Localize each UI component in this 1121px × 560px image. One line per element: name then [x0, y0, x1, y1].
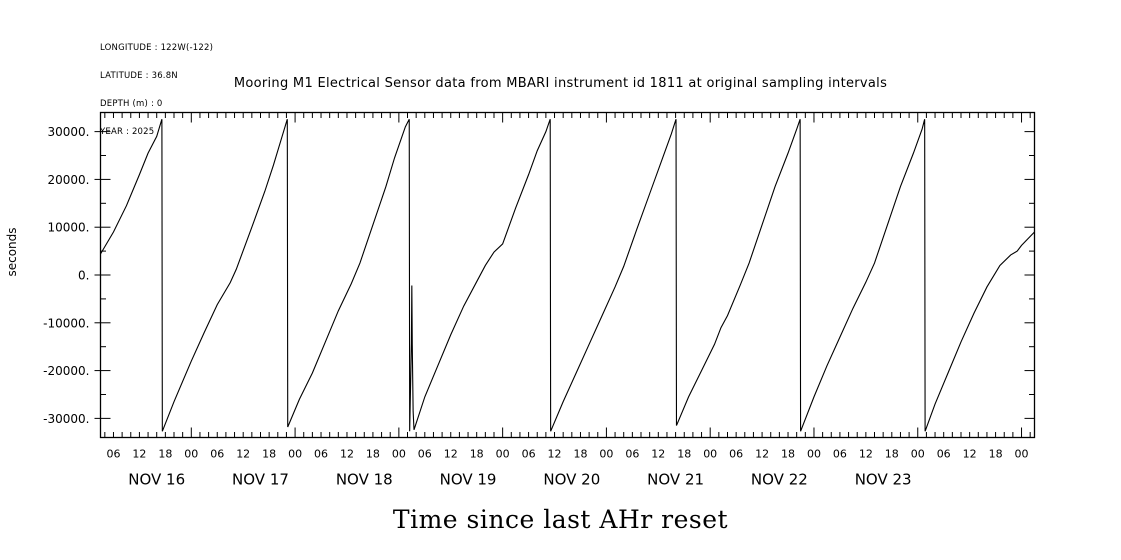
x-hour-label: 12 — [548, 448, 562, 461]
x-hour-label: 12 — [340, 448, 354, 461]
x-hour-label: 00 — [288, 448, 302, 461]
x-hour-label: 06 — [937, 448, 951, 461]
x-hour-label: 06 — [729, 448, 743, 461]
x-hour-label: 06 — [106, 448, 120, 461]
x-hour-label: 18 — [885, 448, 899, 461]
y-tick-labels: 30000. 20000. 10000. 0. -10000. -20000. -30000… — [43, 125, 89, 426]
axis-ticks — [94, 112, 1035, 438]
x-day-label: NOV 16 — [128, 471, 185, 489]
x-hour-label: 00 — [599, 448, 613, 461]
x-hour-label: 12 — [444, 448, 458, 461]
x-hour-label: 06 — [418, 448, 432, 461]
x-axis-title: Time since last AHr reset — [392, 505, 729, 534]
sawtooth-line — [100, 118, 1035, 432]
x-hour-label: 18 — [573, 448, 587, 461]
x-hour-label: 06 — [625, 448, 639, 461]
x-day-label: NOV 22 — [751, 471, 808, 489]
x-hour-label: 12 — [859, 448, 873, 461]
x-hour-label: 00 — [392, 448, 406, 461]
x-hour-label: 12 — [755, 448, 769, 461]
data-series-sawtooth — [100, 118, 1035, 432]
x-day-label: NOV 20 — [543, 471, 600, 489]
x-hour-label: 00 — [184, 448, 198, 461]
x-hour-labels: 06 12 18 00 06 12 18 00 06 12 18 00 06 12 18 00 06 12 18 00… — [106, 448, 1028, 461]
x-hour-label: 00 — [1015, 448, 1029, 461]
plot-title: Mooring M1 Electrical Sensor data from M… — [233, 76, 888, 91]
x-day-label: NOV 18 — [336, 471, 393, 489]
x-hour-label: 00 — [911, 448, 925, 461]
x-hour-label: 00 — [496, 448, 510, 461]
metadata-latitude: LATITUDE : 36.8N — [100, 71, 178, 82]
x-day-label: NOV 19 — [440, 471, 497, 489]
x-day-label: NOV 23 — [855, 471, 912, 489]
x-hour-label: 00 — [807, 448, 821, 461]
y-tick-label: 30000. — [48, 125, 90, 139]
x-hour-label: 06 — [522, 448, 536, 461]
x-hour-label: 18 — [262, 448, 276, 461]
y-tick-label: -10000. — [43, 316, 89, 330]
x-hour-label: 18 — [366, 448, 380, 461]
x-hour-label: 00 — [703, 448, 717, 461]
x-day-label: NOV 17 — [232, 471, 289, 489]
y-tick-label: -30000. — [43, 412, 89, 426]
y-tick-label: 10000. — [48, 221, 90, 235]
metadata-longitude: LONGITUDE : 122W(-122) — [100, 42, 214, 53]
x-hour-label: 18 — [781, 448, 795, 461]
plot-frame — [99, 111, 1036, 439]
x-hour-label: 06 — [833, 448, 847, 461]
x-hour-label: 12 — [236, 448, 250, 461]
x-hour-label: 06 — [314, 448, 328, 461]
metadata-year: YEAR : 2025 — [100, 127, 155, 138]
y-tick-label: 20000. — [48, 173, 90, 187]
y-tick-label: -20000. — [43, 364, 89, 378]
x-hour-label: 18 — [470, 448, 484, 461]
x-hour-label: 18 — [158, 448, 172, 461]
x-day-labels: NOV 16 NOV 17 NOV 18 NOV 19 NOV 20 NOV 21 NOV … — [128, 471, 911, 489]
x-day-label: NOV 21 — [647, 471, 704, 489]
x-hour-label: 18 — [989, 448, 1003, 461]
x-hour-label: 12 — [963, 448, 977, 461]
x-hour-label: 12 — [651, 448, 665, 461]
x-hour-label: 06 — [210, 448, 224, 461]
x-hour-label: 18 — [677, 448, 691, 461]
metadata-depth: DEPTH (m) : 0 — [100, 99, 163, 110]
y-tick-label: 0. — [78, 269, 89, 283]
station-metadata: LONGITUDE : 122W(-122) LATITUDE : 36.8N … — [100, 25, 213, 157]
x-hour-label: 12 — [132, 448, 146, 461]
